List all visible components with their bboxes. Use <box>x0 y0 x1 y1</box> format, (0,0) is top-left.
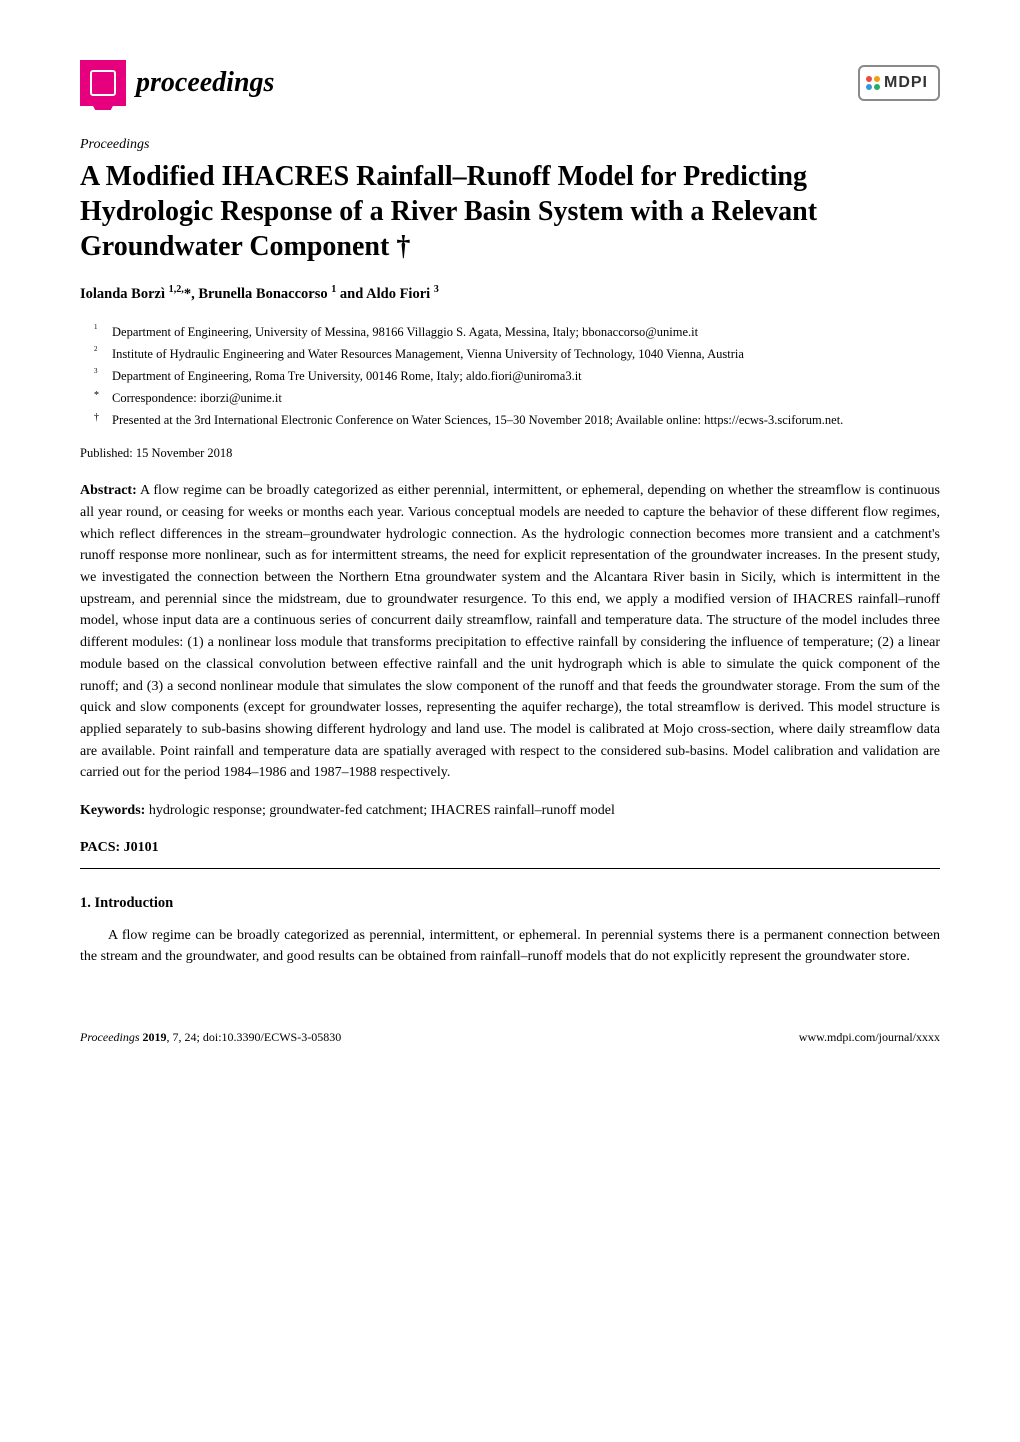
section-divider <box>80 868 940 869</box>
affil-text: Presented at the 3rd International Elect… <box>112 410 843 430</box>
page-title: A Modified IHACRES Rainfall–Runoff Model… <box>80 159 940 264</box>
keywords-text: hydrologic response; groundwater-fed cat… <box>145 803 615 818</box>
keywords-line: Keywords: hydrologic response; groundwat… <box>80 800 940 821</box>
affiliation-row: 1 Department of Engineering, University … <box>94 322 940 342</box>
pacs-line: PACS: J0101 <box>80 837 940 858</box>
logo-left-text: proceedings <box>136 62 274 104</box>
body-paragraph: A flow regime can be broadly categorized… <box>80 925 940 968</box>
mdpi-dot-icon <box>874 84 880 90</box>
affiliation-row: 3 Department of Engineering, Roma Tre Un… <box>94 366 940 386</box>
footer-right: www.mdpi.com/journal/xxxx <box>799 1028 940 1046</box>
proceedings-logo: proceedings <box>80 60 274 106</box>
mdpi-dots-icon <box>866 76 880 90</box>
authors-line: Iolanda Borzì 1,2,*, Brunella Bonaccorso… <box>80 282 940 306</box>
abstract-paragraph: Abstract: A flow regime can be broadly c… <box>80 480 940 784</box>
abstract-label: Abstract: <box>80 483 137 498</box>
footer-left: Proceedings 2019, 7, 24; doi:10.3390/ECW… <box>80 1028 341 1046</box>
mdpi-dot-icon <box>874 76 880 82</box>
publication-date: Published: 15 November 2018 <box>80 444 940 463</box>
footer-journal: Proceedings <box>80 1030 143 1044</box>
affil-text: Department of Engineering, Roma Tre Univ… <box>112 366 582 386</box>
affil-marker: 3 <box>94 366 104 386</box>
affil-text: Correspondence: iborzi@unime.it <box>112 388 282 408</box>
affiliation-row: † Presented at the 3rd International Ele… <box>94 410 940 430</box>
affiliation-row: * Correspondence: iborzi@unime.it <box>94 388 940 408</box>
authors-text: Iolanda Borzì 1,2,*, Brunella Bonaccorso… <box>80 286 439 302</box>
affiliations-block: 1 Department of Engineering, University … <box>80 322 940 430</box>
footer-doi: , 7, 24; doi:10.3390/ECWS-3-05830 <box>167 1030 342 1044</box>
article-type: Proceedings <box>80 134 940 155</box>
affiliation-row: 2 Institute of Hydraulic Engineering and… <box>94 344 940 364</box>
mdpi-text: MDPI <box>884 71 928 95</box>
mdpi-dot-icon <box>866 76 872 82</box>
affil-text: Department of Engineering, University of… <box>112 322 698 342</box>
logo-square-icon <box>80 60 126 106</box>
affil-marker: 2 <box>94 344 104 364</box>
footer-year: 2019 <box>143 1030 167 1044</box>
header-row: proceedings MDPI <box>80 60 940 106</box>
affil-marker: 1 <box>94 322 104 342</box>
keywords-label: Keywords: <box>80 803 145 818</box>
section-title: 1. Introduction <box>80 893 940 915</box>
affil-marker: † <box>94 410 104 430</box>
abstract-text: A flow regime can be broadly categorized… <box>80 483 940 780</box>
affil-marker: * <box>94 388 104 408</box>
mdpi-dot-icon <box>866 84 872 90</box>
affil-text: Institute of Hydraulic Engineering and W… <box>112 344 744 364</box>
page-footer: Proceedings 2019, 7, 24; doi:10.3390/ECW… <box>80 1028 940 1046</box>
mdpi-logo: MDPI <box>858 65 940 101</box>
